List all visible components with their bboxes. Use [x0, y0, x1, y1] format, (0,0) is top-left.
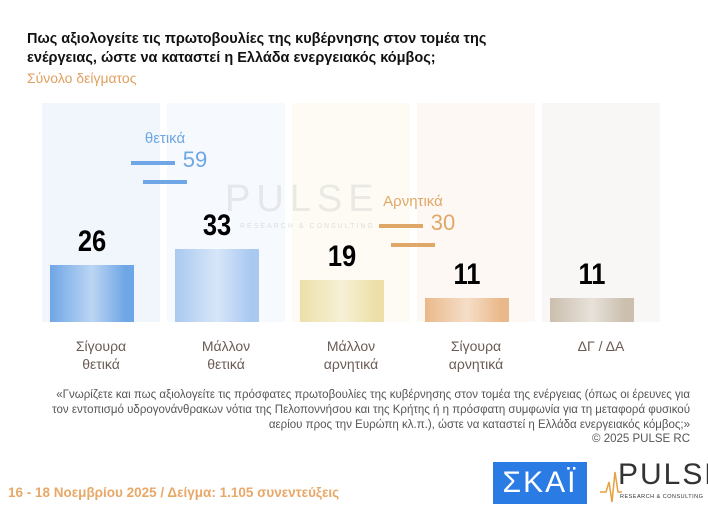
- bar: [300, 280, 384, 322]
- bar: [50, 264, 134, 322]
- column-background: [542, 103, 660, 322]
- group-negative-label: Αρνητικά: [383, 193, 443, 210]
- group-positive-total: 59: [182, 147, 208, 172]
- bar: [550, 297, 634, 322]
- category-label: Μάλλον αρνητικά: [323, 338, 379, 372]
- group-positive: θετικά 59: [95, 130, 235, 191]
- data-label: 11: [453, 257, 481, 291]
- group-positive-label: θετικά: [144, 130, 186, 147]
- category-label: Σίγουρα θετικά: [75, 338, 127, 372]
- category-label: ΔΓ / ΔΑ: [577, 338, 625, 354]
- bar: [425, 297, 509, 322]
- data-label: 26: [77, 224, 107, 258]
- watermark: PULSE: [225, 178, 380, 220]
- copyright: © 2025 PULSE RC: [592, 433, 690, 445]
- column-background: [417, 103, 535, 322]
- question-note: «Γνωρίζετε και πως αξιολογείτε τις πρόσφ…: [52, 389, 690, 431]
- pulse-logo: PULSE RESEARCH & CONSULTING: [600, 458, 708, 504]
- category-label: Σίγουρα αρνητικά: [448, 338, 504, 372]
- chart-title: Πως αξιολογείτε τις πρωτοβουλίες της κυβ…: [27, 31, 487, 66]
- data-label: 33: [202, 209, 232, 243]
- watermark-tagline: RESEARCH & CONSULTING: [240, 223, 375, 230]
- skai-logo: ΣΚΑΪ: [493, 462, 587, 504]
- data-label: 19: [327, 240, 357, 274]
- category-label: Μάλλον θετικά: [201, 338, 251, 372]
- group-negative-total: 30: [430, 210, 456, 235]
- data-label: 11: [578, 257, 606, 291]
- footer-info: 16 - 18 Νοεμβρίου 2025 / Δείγμα: 1.105 σ…: [8, 485, 340, 500]
- pulse-logo-text: PULSE: [618, 458, 708, 491]
- group-negative: Αρνητικά 30: [343, 193, 483, 254]
- bar: [175, 249, 259, 322]
- pulse-logo-tagline: RESEARCH & CONSULTING: [620, 494, 704, 500]
- chart-subtitle: Σύνολο δείγματος: [27, 70, 137, 86]
